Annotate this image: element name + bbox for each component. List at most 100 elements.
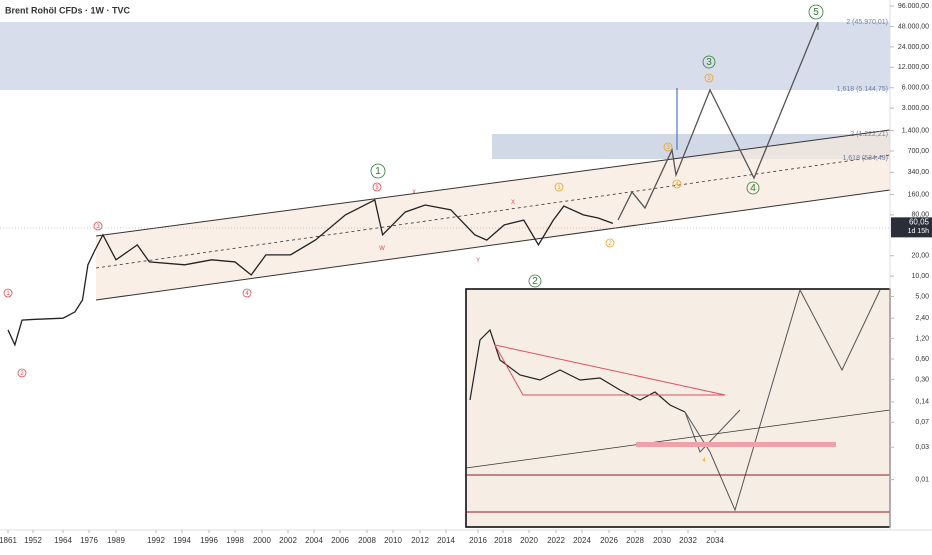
x-tick-label: 2028 bbox=[626, 536, 644, 545]
y-tick-label: 24.000,00 bbox=[898, 44, 929, 51]
x-tick-label: 1964 bbox=[54, 536, 72, 545]
y-tick-label: 3.000,00 bbox=[902, 105, 929, 112]
y-tick-label: 48.000,00 bbox=[898, 23, 929, 30]
x-tick-label: 1998 bbox=[226, 536, 244, 545]
wave-label: X bbox=[511, 200, 515, 206]
x-tick-label: 1976 bbox=[80, 536, 98, 545]
wave-circle bbox=[372, 182, 382, 192]
inset-triangle bbox=[494, 344, 726, 396]
wave-circle bbox=[3, 288, 13, 298]
channel-midline bbox=[95, 154, 891, 269]
fib-label: 2 (45.970,01) bbox=[846, 19, 888, 26]
target-zone bbox=[0, 22, 890, 90]
wave-label: 1 bbox=[375, 166, 381, 177]
y-tick-label: 12.000,00 bbox=[898, 64, 929, 71]
x-tick-label: 2002 bbox=[279, 536, 297, 545]
wave-label: 4 bbox=[675, 182, 679, 188]
wave-label: 5 bbox=[813, 7, 819, 18]
inset-price bbox=[469, 328, 686, 413]
fib-label: 1,618 (534,49) bbox=[842, 155, 888, 162]
last-price-box bbox=[891, 217, 932, 238]
wave-label: W bbox=[379, 246, 385, 252]
y-tick-label: 0,30 bbox=[915, 376, 929, 383]
x-tick-label: 2014 bbox=[437, 536, 455, 545]
y-tick-label: 2,40 bbox=[915, 315, 929, 322]
y-tick-label: 96.000,00 bbox=[898, 3, 929, 10]
x-tick-label: 1861 bbox=[0, 536, 17, 545]
y-tick-label: 0,03 bbox=[915, 444, 929, 451]
wave-label: 2 bbox=[20, 371, 24, 377]
x-tick-label: 2022 bbox=[547, 536, 565, 545]
inset-chart bbox=[465, 288, 891, 528]
wave-circle bbox=[242, 288, 252, 298]
x-tick-label: 2008 bbox=[358, 536, 376, 545]
channel-line bbox=[95, 189, 891, 301]
inset-channel bbox=[465, 409, 891, 469]
x-tick-label: 1989 bbox=[107, 536, 125, 545]
wave-label: 3 bbox=[707, 76, 711, 82]
fib-label: 2 (1.222,21) bbox=[850, 131, 888, 138]
wave-circle bbox=[554, 182, 564, 192]
y-tick-label: 1.400,00 bbox=[902, 127, 929, 134]
x-tick-label: 2012 bbox=[411, 536, 429, 545]
wave-circle bbox=[704, 73, 714, 83]
wave-label: 4 bbox=[245, 291, 249, 297]
x-tick-label: 1952 bbox=[24, 536, 42, 545]
x-tick-label: 2006 bbox=[331, 536, 349, 545]
x-tick-label: 2030 bbox=[653, 536, 671, 545]
x-tick-label: 2010 bbox=[384, 536, 402, 545]
wave-circle bbox=[528, 274, 542, 288]
x-tick-label: 2024 bbox=[573, 536, 591, 545]
x-tick-label: 2032 bbox=[679, 536, 697, 545]
projection bbox=[617, 21, 819, 221]
y-tick-label: 700,00 bbox=[908, 148, 930, 155]
wave-label: 2 bbox=[532, 276, 538, 287]
wave-circle bbox=[702, 55, 716, 69]
y-tick-label: 10,00 bbox=[911, 273, 929, 280]
x-tick-label: 2026 bbox=[600, 536, 618, 545]
wave-label: Y bbox=[476, 258, 480, 264]
channel-line bbox=[95, 129, 891, 237]
wave-label: 4 bbox=[702, 458, 706, 464]
wave-label: 1 bbox=[557, 185, 561, 191]
wave-label: 1 bbox=[6, 291, 10, 297]
y-tick-label: 0,07 bbox=[915, 419, 929, 426]
wave-label: X bbox=[412, 190, 416, 196]
countdown: 1d 15h bbox=[908, 228, 930, 235]
wave-label: 3 bbox=[96, 224, 100, 230]
price-line bbox=[7, 198, 614, 347]
x-tick-label: 2016 bbox=[469, 536, 487, 545]
wave-circle bbox=[808, 4, 824, 20]
wave-circle bbox=[93, 221, 103, 231]
chart-title: Brent Rohöl CFDs · 1W · TVC bbox=[5, 5, 130, 15]
y-tick-label: 0,14 bbox=[915, 399, 929, 406]
wave-label: 3 bbox=[666, 145, 670, 151]
last-price-label: 60,05 bbox=[909, 217, 930, 226]
x-tick-label: 2018 bbox=[494, 536, 512, 545]
fib-label: 1,618 (5.144,75) bbox=[837, 86, 888, 93]
wave-label: 2 bbox=[608, 241, 612, 247]
x-tick-label: 1994 bbox=[173, 536, 191, 545]
wave-label: 5 bbox=[375, 185, 379, 191]
wave-label: 3 bbox=[706, 57, 712, 68]
y-tick-label: 1,20 bbox=[915, 335, 929, 342]
x-tick-label: 2004 bbox=[305, 536, 323, 545]
y-tick-label: 160,00 bbox=[908, 191, 930, 198]
y-tick-label: 340,00 bbox=[908, 169, 930, 176]
x-tick-label: 2020 bbox=[520, 536, 538, 545]
wave-circle bbox=[605, 238, 615, 248]
y-tick-label: 20,00 bbox=[911, 253, 929, 260]
wave-label: 4 bbox=[750, 183, 756, 194]
y-tick-label: 6.000,00 bbox=[902, 85, 929, 92]
y-tick-label: 0,01 bbox=[915, 476, 929, 483]
x-tick-label: 2000 bbox=[253, 536, 271, 545]
wave-circle bbox=[746, 181, 760, 195]
y-tick-label: 0,60 bbox=[915, 356, 929, 363]
x-tick-label: 1996 bbox=[200, 536, 218, 545]
wave-circle bbox=[370, 163, 386, 179]
wave-circle bbox=[672, 179, 682, 189]
channel bbox=[96, 130, 890, 300]
y-tick-label: 80,00 bbox=[911, 212, 929, 219]
x-tick-label: 2034 bbox=[706, 536, 724, 545]
